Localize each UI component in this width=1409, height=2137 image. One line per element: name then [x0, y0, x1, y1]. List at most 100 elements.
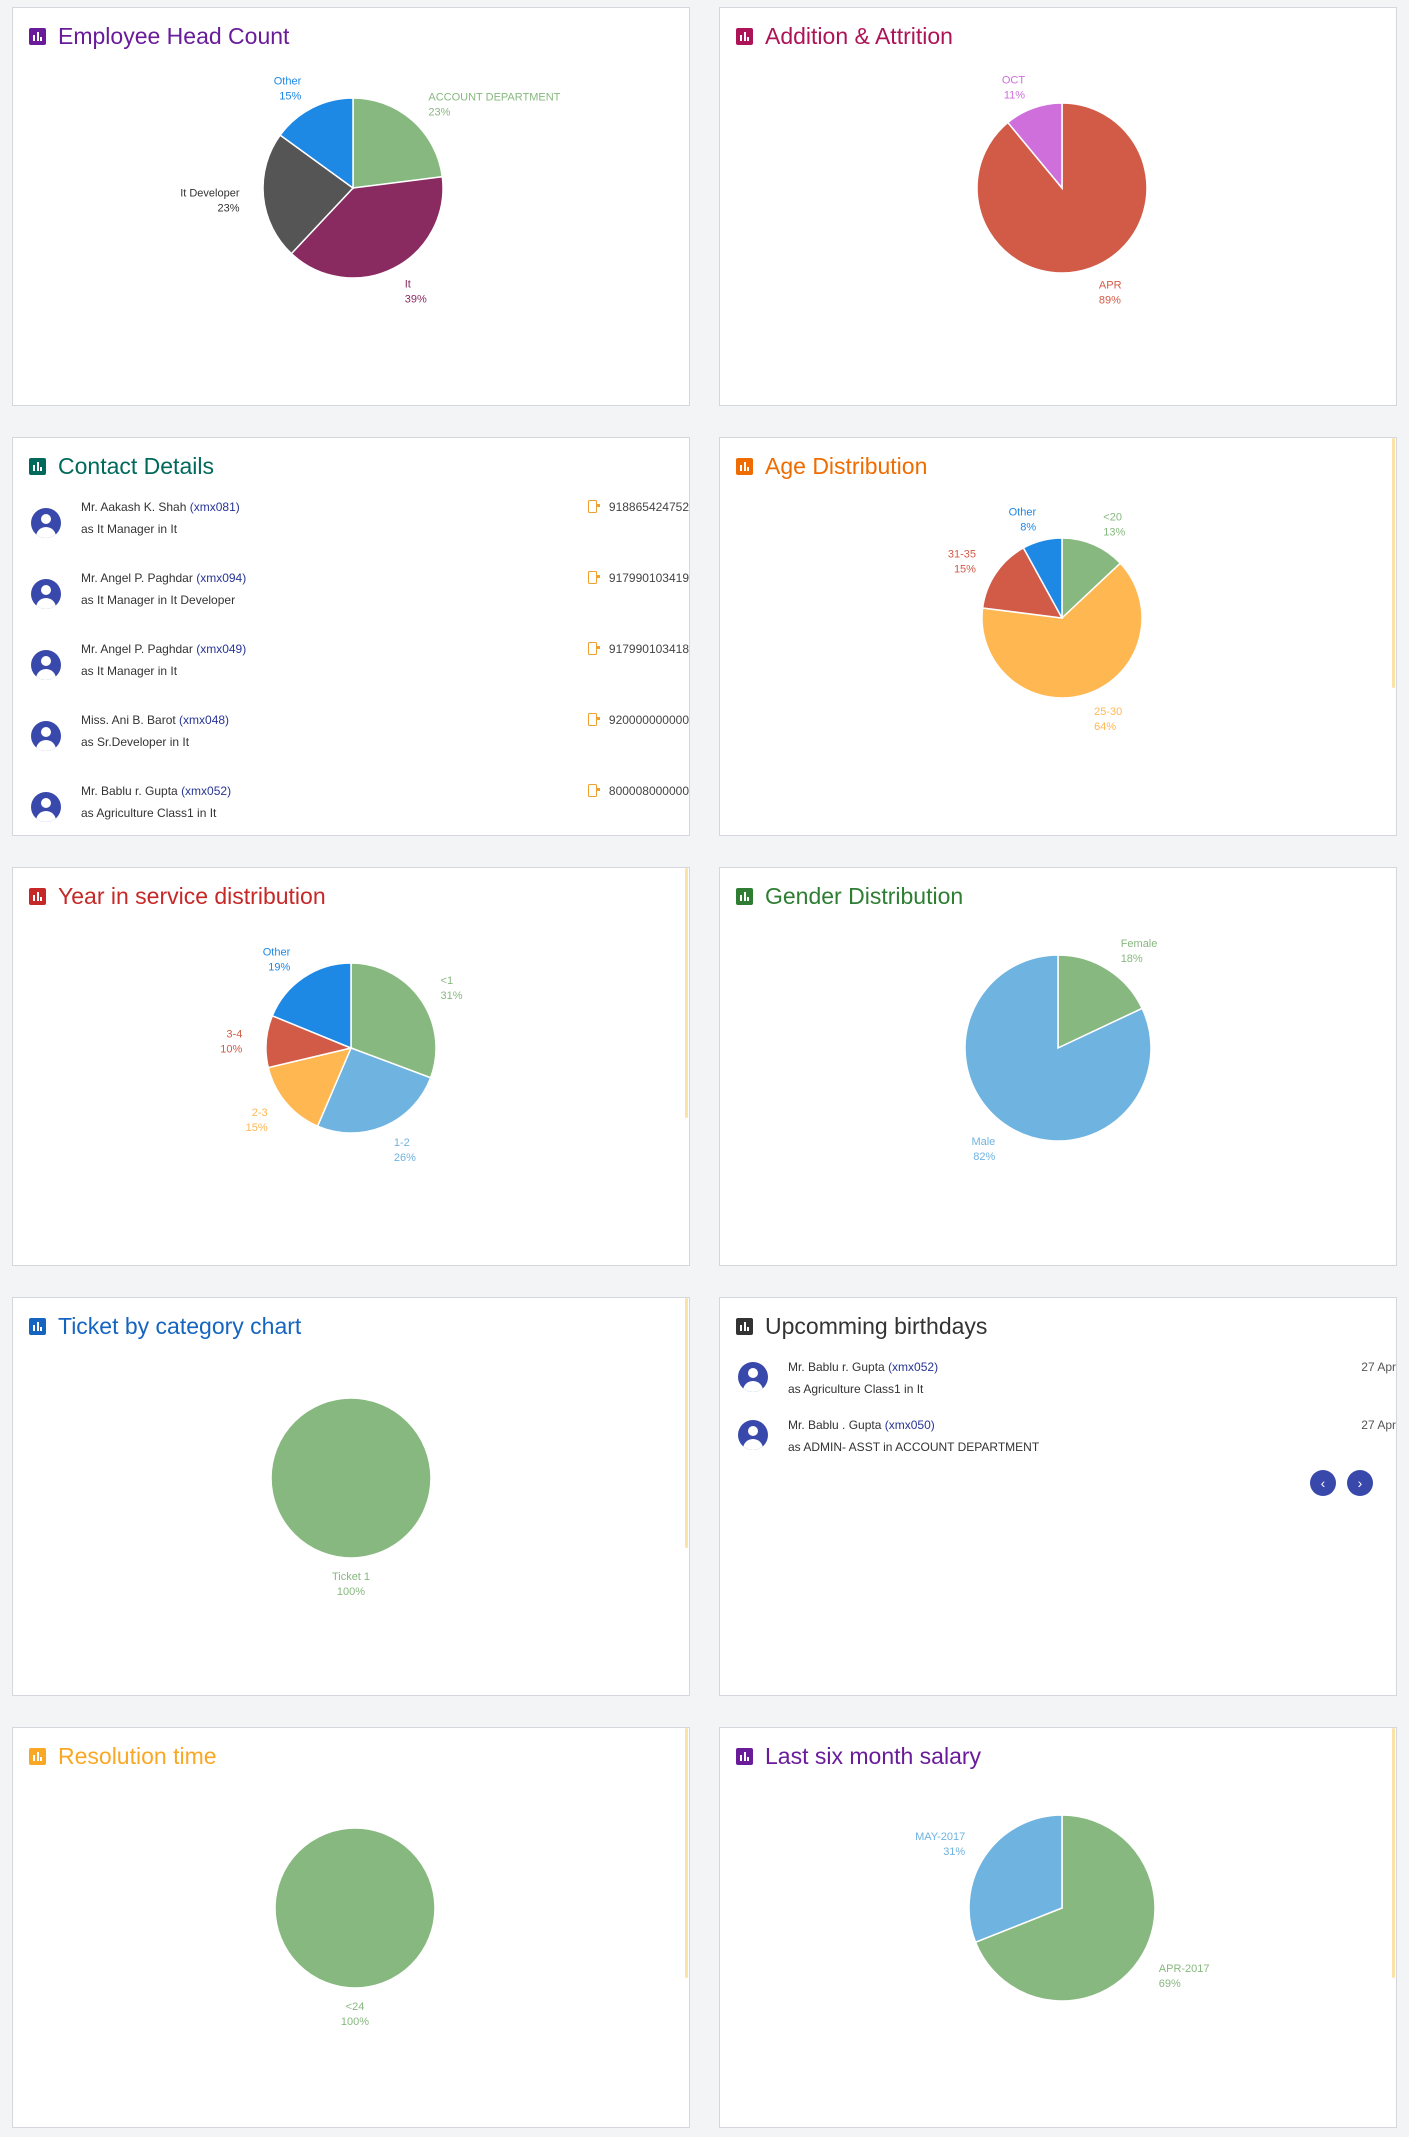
pie-label-category: OCT — [1002, 74, 1026, 86]
prev-page-button[interactable]: ‹ — [1310, 1470, 1336, 1496]
birthday-code[interactable]: (xmx052) — [888, 1360, 939, 1374]
contact-code[interactable]: (xmx048) — [179, 713, 230, 727]
card-header: Gender Distribution — [736, 882, 963, 910]
birthday-item[interactable]: Mr. Bablu r. Gupta (xmx052) as Agricultu… — [736, 1360, 1396, 1416]
contact-phone-number: 917990103419 — [608, 571, 689, 585]
contact-item[interactable]: Miss. Ani B. Barot (xmx048) as Sr.Develo… — [29, 713, 689, 773]
pie-slice-it-developer[interactable] — [262, 134, 355, 255]
pie-slice--24[interactable] — [274, 1827, 436, 1989]
avatar-icon — [31, 792, 61, 822]
contact-item[interactable]: Mr. Aakash K. Shah (xmx081) as It Manage… — [29, 500, 689, 560]
pie-label-percent: 26% — [394, 1152, 416, 1164]
pie-label-percent: 18% — [1121, 953, 1143, 965]
pie-slice-ticket-1[interactable] — [270, 1397, 432, 1559]
pie-label-category: APR-2017 — [1159, 1963, 1210, 1975]
pie-label-percent: 39% — [405, 294, 427, 306]
pie-label-category: <1 — [441, 975, 454, 987]
bar-chart-icon — [29, 1747, 46, 1765]
pie-slice-2-3[interactable] — [267, 1046, 353, 1128]
scrollbar[interactable] — [685, 1728, 688, 1978]
contact-role: as It Manager in It — [81, 664, 178, 678]
next-page-button[interactable]: › — [1347, 1470, 1373, 1496]
contact-name-text: Mr. Angel P. Paghdar — [81, 642, 193, 656]
pie-label-percent: 82% — [973, 1151, 995, 1163]
scrollbar[interactable] — [685, 868, 688, 1118]
contact-item[interactable]: Mr. Angel P. Paghdar (xmx049) as It Mana… — [29, 642, 689, 702]
scrollbar[interactable] — [685, 1298, 688, 1548]
card-year-in-service: Year in service distribution <1 31% 1-2 26%… — [12, 867, 690, 1266]
birthday-role: as Agriculture Class1 in It — [788, 1382, 924, 1396]
contact-code[interactable]: (xmx049) — [196, 642, 247, 656]
pie-label-percent: 10% — [220, 1044, 242, 1056]
pie-slice-male[interactable] — [964, 954, 1152, 1142]
bar-chart-icon — [29, 887, 46, 905]
contact-item[interactable]: Mr. Angel P. Paghdar (xmx094) as It Mana… — [29, 571, 689, 631]
phone-icon — [587, 784, 600, 797]
pie-slice-25-30[interactable] — [981, 562, 1143, 699]
pie-chart-head-count: ACCOUNT DEPARTMENT 23% It 39% It Developer 23… — [180, 75, 560, 306]
pie-label-percent: 19% — [268, 961, 290, 973]
card-last-six-month-salary: Last six month salary APR-2017 69% MAY-201… — [719, 1727, 1397, 2128]
pie-chart-service: <1 31% 1-2 26% 2-3 15% 3-4 10% Other 19% — [220, 946, 462, 1164]
pie-label-category: 1-2 — [394, 1137, 410, 1149]
pie-slice--20[interactable] — [1061, 537, 1122, 620]
contact-code[interactable]: (xmx094) — [196, 571, 247, 585]
pie-slice-other[interactable] — [271, 962, 352, 1050]
bar-chart-icon — [736, 457, 753, 475]
pie-slice-other[interactable] — [1022, 537, 1063, 619]
pie-slice-female[interactable] — [1057, 954, 1144, 1050]
contact-name: Miss. Ani B. Barot (xmx048) — [81, 713, 229, 727]
pie-slice-may-2017[interactable] — [968, 1814, 1063, 1944]
pie-slice-31-35[interactable] — [981, 546, 1064, 619]
pie-label-percent: 23% — [217, 203, 239, 215]
contact-item[interactable]: Mr. Bablu r. Gupta (xmx052) as Agricultu… — [29, 784, 689, 835]
card-title: Last six month salary — [765, 1743, 982, 1769]
pie-label-category: <20 — [1103, 512, 1122, 524]
contact-code[interactable]: (xmx052) — [181, 784, 232, 798]
card-title: Age Distribution — [765, 453, 928, 479]
bar-chart-icon — [29, 457, 46, 475]
contact-name: Mr. Angel P. Paghdar (xmx049) — [81, 642, 246, 656]
card-header: Employee Head Count — [29, 22, 289, 50]
pie-label-percent: 23% — [428, 106, 450, 118]
pie-label-percent: 100% — [337, 1586, 365, 1598]
birthday-item[interactable]: Mr. Bablu . Gupta (xmx050) as ADMIN- ASS… — [736, 1418, 1396, 1474]
birthday-name: Mr. Bablu . Gupta (xmx050) — [788, 1418, 935, 1432]
pie-label-category: APR — [1099, 280, 1122, 292]
card-title: Ticket by category chart — [58, 1313, 302, 1339]
pie-slice-apr-2017[interactable] — [974, 1814, 1156, 2002]
pie-slice--1[interactable] — [350, 962, 437, 1079]
card-header: Ticket by category chart — [29, 1312, 301, 1340]
card-ticket-category: Ticket by category chart Ticket 1 100% — [12, 1297, 690, 1696]
pie-slice-account-department[interactable] — [352, 97, 444, 189]
pie-chart-age: <20 13% 25-30 64% 31-35 15% Other 8% — [948, 506, 1143, 733]
scrollbar[interactable] — [1392, 1728, 1395, 1978]
card-header: Contact Details — [29, 452, 214, 480]
scrollbar[interactable] — [1392, 438, 1395, 688]
pie-slice-oct[interactable] — [1006, 102, 1063, 191]
birthday-date: 27 Apr — [1361, 1418, 1396, 1432]
contact-phone-number: 800008000000 — [608, 784, 689, 798]
contact-role: as It Manager in It — [81, 522, 178, 536]
pie-label-category: Other — [1009, 506, 1037, 518]
card-header: Upcomming birthdays — [736, 1312, 987, 1340]
avatar-icon — [31, 650, 61, 680]
avatar-icon — [31, 579, 61, 609]
contact-phone: 920000000000 — [587, 713, 689, 727]
pie-slice-1-2[interactable] — [316, 1047, 432, 1134]
contact-phone-number: 917990103418 — [608, 642, 689, 656]
phone-icon — [587, 713, 600, 726]
contact-code[interactable]: (xmx081) — [189, 500, 240, 514]
pie-chart-salary: APR-2017 69% MAY-2017 31% — [915, 1814, 1210, 2002]
card-upcoming-birthdays: Upcomming birthdays Mr. Bablu r. Gupta (… — [719, 1297, 1397, 1696]
chevron-right-icon: › — [1357, 1475, 1363, 1491]
pie-label-percent: 13% — [1103, 527, 1125, 539]
pie-slice-other[interactable] — [279, 97, 354, 190]
pie-label-category: It Developer — [180, 188, 240, 200]
avatar-icon — [31, 721, 61, 751]
pie-slice-it[interactable] — [290, 175, 444, 279]
birthday-code[interactable]: (xmx050) — [884, 1418, 935, 1432]
pie-label-category: Male — [971, 1136, 995, 1148]
pie-label-percent: 8% — [1020, 521, 1036, 533]
pie-chart-resolution: <24 100% — [274, 1827, 436, 2028]
